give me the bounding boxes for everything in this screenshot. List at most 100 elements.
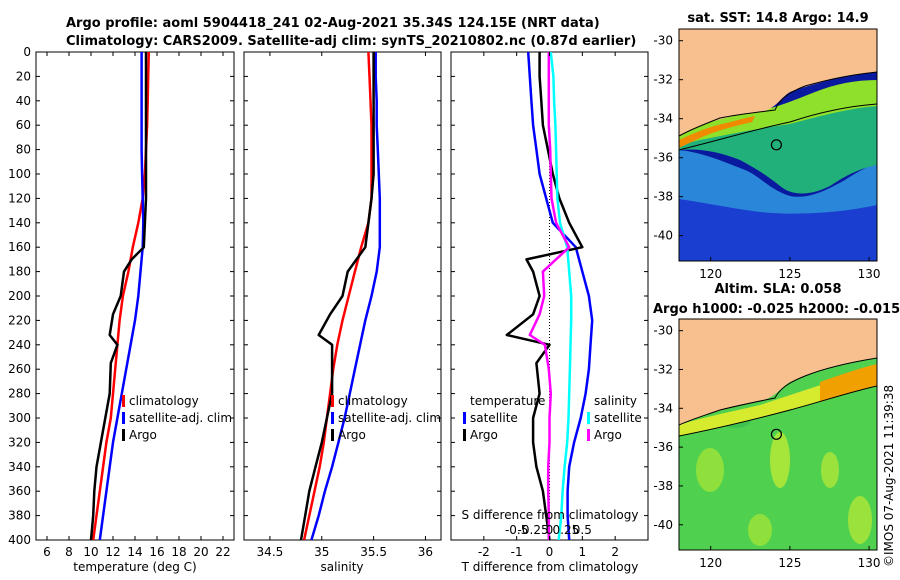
depth-tick-label: 100 [8,167,31,181]
map-y-tick-label: -32 [653,73,673,87]
x-tick-label: 10 [83,545,98,559]
x-tick-label: 34.5 [257,545,284,559]
depth-tick-label: 360 [8,484,31,498]
legend-label-s-satellite: satellite [594,411,642,425]
sst-land [679,29,877,136]
x-tick-label: 35 [314,545,329,559]
axes-ticks: 6 8 10 12 14 16 18 20 22020406080100120140160180… [8,45,648,559]
legend-swatch-satellite [331,412,334,424]
legend-label-satellite: satellite-adj. clim [338,411,441,425]
legend-label-argo: Argo [129,428,157,442]
legend-label-satellite: satellite-adj. clim [129,411,232,425]
map-y-tick-label: -30 [653,34,673,48]
salinity-series [299,52,382,540]
sst-mid-water [679,150,877,214]
sla-map-axes: 120 125 130 -30 -32 -34 -36 -38 -40 [653,324,880,570]
sst-warm-coastal [679,80,877,145]
difference-series [505,52,594,540]
temperature-panel [35,51,235,541]
legend-swatch-satellite [122,412,125,424]
legend-label-climatology: climatology [338,394,408,408]
series-temperature-argo [505,52,584,540]
series-argo [89,52,148,540]
depth-tick-label: 0 [23,45,31,59]
x-tick-label: -1 [511,545,523,559]
sla-blob [770,432,790,488]
depth-tick-label: 160 [8,240,31,254]
legend-swatch-s-satellite [587,412,590,424]
legend-title-temperature: temperature [470,394,545,408]
depth-tick-label: 240 [8,338,31,352]
map-y-tick-label: -38 [653,190,673,204]
series-climatology [302,52,373,540]
depth-tick-label: 340 [8,460,31,474]
map-x-tick-label: 125 [778,267,801,281]
depth-tick-label: 40 [16,94,31,108]
sla-hot-band [820,364,877,402]
sla-shelf-contour [679,385,877,437]
depth-tick-label: 320 [8,435,31,449]
sla-blob [821,452,839,488]
s-diff-tick-label: -0.25 [518,523,549,537]
legend-label-t-argo: Argo [470,428,498,442]
map-x-tick-label: 125 [778,556,801,570]
s-diff-tick-label: 0 [546,523,554,537]
series-satellite-adj-clim [98,52,145,540]
salinity-xlabel: salinity [320,560,363,574]
temperature-legend: climatology satellite-adj. clim Argo [122,394,232,442]
depth-tick-label: 300 [8,411,31,425]
depth-tick-label: 180 [8,265,31,279]
map-y-tick-label: -40 [653,518,673,532]
map-y-tick-label: -34 [653,112,673,126]
sla-map-title2: Argo h1000: -0.025 h2000: -0.015 [653,302,900,317]
map-y-tick-label: -38 [653,479,673,493]
depth-tick-label: 280 [8,387,31,401]
sla-map-title1: Altim. SLA: 0.058 [715,282,842,297]
x-tick-label: 12 [105,545,120,559]
x-tick-label: 16 [149,545,164,559]
figure-title-line2: Climatology: CARS2009. Satellite-adj cli… [66,34,636,49]
x-tick-label: 18 [171,545,186,559]
legend-title-salinity: salinity [594,394,637,408]
map-x-tick-label: 120 [699,556,722,570]
depth-tick-label: 120 [8,191,31,205]
difference-top-label: S difference from climatology [462,508,639,522]
legend-swatch-climatology [122,395,125,407]
legend-swatch-t-satellite [463,412,466,424]
sla-blob [848,496,872,544]
sst-coastline [679,71,877,137]
sst-shelf-water [679,104,877,194]
s-diff-tick-label: 0.5 [573,523,592,537]
sla-map-frame [678,318,878,551]
difference-xlabel: T difference from climatology [461,560,639,574]
sst-map-frame [678,28,878,262]
x-tick-label: -2 [478,545,490,559]
map-y-tick-label: -40 [653,229,673,243]
sla-blob [696,448,724,492]
sst-map-axes: 120 125 130 -30 -32 -34 -36 -38 -40 [653,34,880,281]
x-tick-label: 35.5 [360,545,387,559]
temperature-xlabel: temperature (deg C) [73,560,196,574]
x-tick-label: 2 [611,545,619,559]
sst-map [679,29,877,261]
sla-coastline [679,357,877,426]
depth-tick-label: 20 [16,69,31,83]
x-tick-label: 14 [127,545,142,559]
depth-tick-label: 80 [16,143,31,157]
depth-tick-label: 220 [8,313,31,327]
figure-title-line1: Argo profile: aoml 5904418_241 02-Aug-20… [66,16,600,31]
imos-timestamp: ©IMOS 07-Aug-2021 11:39:38 [882,385,896,567]
x-tick-label: 8 [65,545,73,559]
map-x-tick-label: 130 [858,267,881,281]
x-tick-label: 22 [215,545,230,559]
legend-swatch-climatology [331,395,334,407]
map-y-tick-label: -34 [653,401,673,415]
legend-swatch-s-argo [587,429,590,441]
x-tick-label: 0 [546,545,554,559]
depth-tick-label: 400 [8,533,31,547]
legend-swatch-argo [331,429,334,441]
depth-tick-label: 380 [8,509,31,523]
x-tick-label: 6 [43,545,51,559]
temperature-series [89,52,151,540]
